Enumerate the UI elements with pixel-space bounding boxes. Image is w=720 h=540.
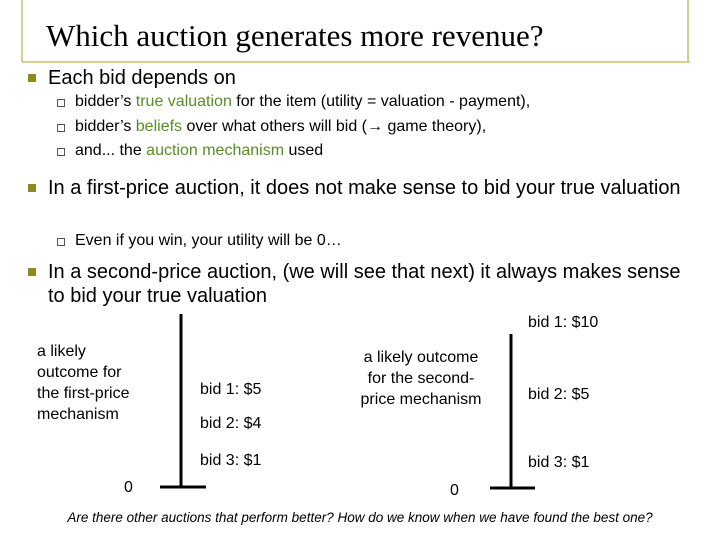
text-part: for the item (utility = valuation - paym…: [231, 93, 531, 110]
bid-label: bid 1: $10: [528, 314, 599, 331]
title: Which auction generates more revenue?: [46, 18, 544, 53]
bullet-marker: [28, 74, 36, 82]
caption-line: a likely: [37, 343, 86, 360]
zero-label: 0: [124, 479, 133, 496]
bullet-text: Each bid depends on: [48, 67, 236, 89]
sub-bullet-marker: [57, 238, 65, 246]
text-part: bidder’s: [75, 118, 136, 135]
sub-bullet: Even if you win, your utility will be 0…: [75, 231, 342, 251]
text-part: bidder’s: [75, 93, 136, 110]
sub-bullet-marker: [57, 99, 65, 107]
sub-bullet-marker: [57, 148, 65, 156]
bullet-text: In a second-price auction, (we will see …: [48, 261, 681, 307]
bid-label: bid 3: $1: [200, 452, 262, 469]
zero-label: 0: [450, 482, 459, 499]
caption-line: price mechanism: [360, 391, 482, 408]
bid-label: bid 2: $4: [200, 415, 262, 432]
text-part: used: [284, 142, 324, 159]
bullet-marker: [28, 268, 36, 276]
text-part: over what others will bid (→ game theory…: [182, 118, 487, 135]
text-part: Even if you win, your utility will be 0…: [75, 232, 342, 249]
sub-bullet: bidder’s true valuation for the item (ut…: [75, 92, 530, 112]
highlight: true valuation: [135, 93, 232, 110]
sub-bullet-marker: [57, 124, 65, 132]
bid-label: bid 3: $1: [528, 454, 590, 471]
caption-line: a likely outcome: [363, 349, 479, 366]
highlight: beliefs: [135, 118, 183, 135]
caption-line: outcome for: [37, 364, 122, 381]
caption-line: the first-price: [37, 385, 130, 402]
caption-line: for the second-: [367, 370, 475, 387]
sub-bullet: bidder’s beliefs over what others will b…: [75, 117, 486, 137]
bid-label: bid 1: $5: [200, 381, 262, 398]
footer: Are there other auctions that perform be…: [67, 510, 653, 525]
bid-label: bid 2: $5: [528, 386, 590, 403]
caption-line: mechanism: [37, 406, 119, 423]
text-part: and... the: [75, 142, 147, 159]
bullet-marker: [28, 184, 36, 192]
sub-bullet: and... the auction mechanism used: [75, 141, 323, 161]
highlight: auction mechanism: [146, 142, 285, 159]
bullet-text: In a first-price auction, it does not ma…: [48, 177, 681, 199]
